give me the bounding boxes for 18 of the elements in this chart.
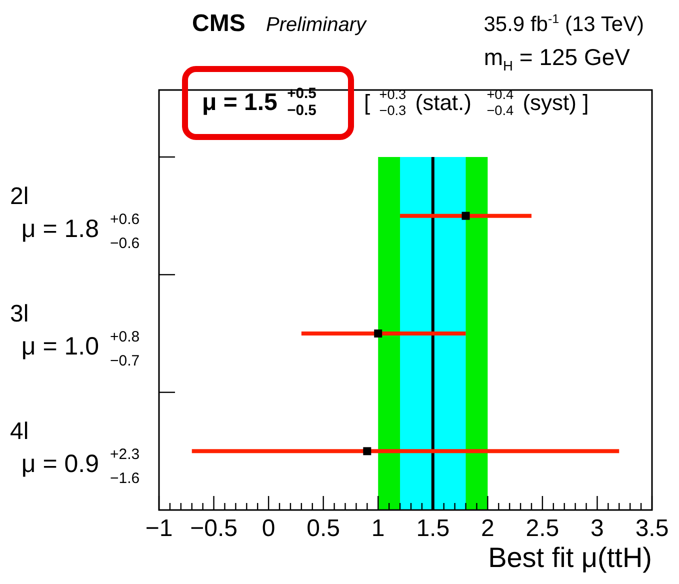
text: m$_{H}$ = 125 GeV — [484, 44, 630, 74]
text: 35.9 fb$^{-1}$ (13 TeV) — [484, 12, 644, 36]
x-tick-label: 1.5 — [416, 515, 450, 542]
y-tick-label: 3l — [10, 300, 29, 328]
x-tick-label: 0 — [262, 515, 276, 542]
chart-title: CMS — [192, 10, 246, 38]
x-tick-label: 2 — [480, 515, 494, 542]
chart-subtitle: Preliminary — [266, 13, 366, 37]
y-tick-label: 2l — [10, 182, 29, 210]
x-tick-label: 2.5 — [526, 515, 560, 542]
y-tick-label: 4l — [10, 418, 29, 446]
x-tick-label: 3.5 — [635, 515, 669, 542]
x-tick-label: 1 — [371, 515, 385, 542]
x-tick-label: 0.5 — [306, 515, 340, 542]
x-tick-label: 3 — [590, 515, 604, 542]
x-axis-title: Best fit μ(ttH) — [488, 541, 652, 575]
x-tick-label: −0.5 — [190, 515, 238, 542]
x-tick-label: −1 — [145, 515, 173, 542]
